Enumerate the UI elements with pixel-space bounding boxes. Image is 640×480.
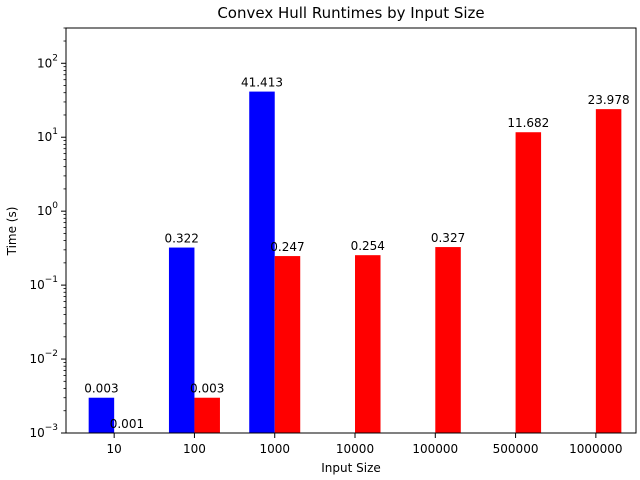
bar-value-label: 0.003 bbox=[84, 382, 118, 396]
bar-value-label: 23.978 bbox=[588, 93, 630, 107]
bar bbox=[274, 256, 301, 433]
plot-frame bbox=[65, 27, 637, 434]
bar bbox=[595, 109, 622, 433]
bar bbox=[355, 255, 381, 433]
x-axis-ticks: 10 100 1000 10000 100000 500000 1000000 bbox=[107, 433, 623, 456]
bar bbox=[88, 397, 115, 433]
bar bbox=[515, 132, 542, 433]
bar bbox=[194, 397, 220, 433]
x-tick-label: 100000 bbox=[412, 442, 458, 456]
bar-value-label: 0.247 bbox=[270, 240, 304, 254]
bar bbox=[168, 247, 195, 433]
bars-layer bbox=[88, 91, 622, 433]
x-axis-label: Input Size bbox=[321, 461, 381, 475]
bar-value-label: 0.254 bbox=[351, 239, 385, 253]
y-axis-label: Time (s) bbox=[5, 207, 19, 257]
y-tick-label: 10−2 bbox=[29, 349, 58, 366]
x-tick-label: 1000 bbox=[259, 442, 290, 456]
bar-value-label: 0.003 bbox=[190, 382, 224, 396]
x-tick-label: 100 bbox=[183, 442, 206, 456]
chart-title: Convex Hull Runtimes by Input Size bbox=[217, 4, 484, 22]
bar bbox=[249, 91, 275, 433]
bar-value-label: 0.327 bbox=[431, 231, 465, 245]
bar-value-label: 41.413 bbox=[241, 76, 283, 90]
y-axis-ticks: 10−3 10−2 10−1 100 101 102 bbox=[29, 27, 66, 440]
y-tick-label: 100 bbox=[37, 201, 58, 218]
x-tick-label: 1000000 bbox=[569, 442, 622, 456]
x-tick-label: 10 bbox=[107, 442, 122, 456]
y-tick-label: 10−3 bbox=[29, 423, 58, 440]
x-tick-label: 500000 bbox=[493, 442, 539, 456]
y-tick-label: 101 bbox=[37, 127, 58, 144]
bar-value-label: 0.001 bbox=[110, 417, 144, 431]
y-tick-label: 10−1 bbox=[29, 275, 58, 292]
bar bbox=[435, 247, 461, 433]
bar-labels-layer: 0.003 0.322 41.413 0.001 0.003 0.247 0.254 0.32… bbox=[84, 76, 629, 431]
bar-value-label: 11.682 bbox=[507, 116, 549, 130]
y-tick-label: 102 bbox=[37, 53, 58, 70]
x-tick-label: 10000 bbox=[336, 442, 374, 456]
bar-value-label: 0.322 bbox=[165, 232, 199, 246]
